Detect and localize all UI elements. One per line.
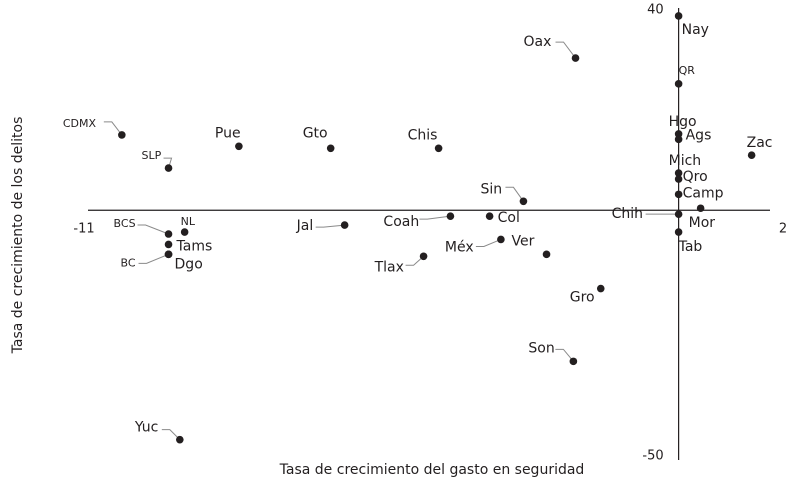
- point: [164, 240, 173, 249]
- point: [180, 228, 189, 236]
- point: [164, 164, 173, 172]
- y-axis-title: Tasa de crecimiento de los delitos: [10, 117, 26, 355]
- leader-line: [505, 186, 524, 202]
- leader-line: [315, 224, 345, 228]
- point-label: QR: [679, 64, 696, 77]
- leader-line: [475, 238, 502, 247]
- point-label: BCS: [114, 217, 136, 230]
- leader-line: [138, 253, 169, 264]
- point-label: Mich: [669, 153, 702, 169]
- point: [485, 212, 494, 220]
- point: [674, 190, 683, 199]
- point-label: Mor: [689, 215, 716, 231]
- point: [674, 130, 683, 138]
- point: [571, 54, 580, 62]
- y-tick-label: -50: [642, 449, 663, 464]
- point: [164, 230, 173, 238]
- point: [569, 357, 578, 366]
- point-label: Oax: [524, 34, 552, 50]
- leader-line: [103, 121, 123, 136]
- point: [419, 252, 428, 261]
- point: [674, 80, 683, 88]
- leader-line: [555, 348, 574, 362]
- point-label: Chis: [408, 127, 438, 143]
- point-label: Tams: [176, 238, 213, 254]
- point-label: Hgo: [669, 114, 697, 130]
- point: [497, 235, 505, 244]
- point-label: Tab: [678, 239, 703, 255]
- point: [674, 169, 683, 177]
- point: [674, 228, 683, 236]
- leader-line: [419, 215, 451, 220]
- x-tick-label: -11: [73, 222, 94, 237]
- x-tick-label: 2: [779, 222, 787, 237]
- point: [176, 435, 184, 444]
- point-label: Qro: [683, 169, 708, 185]
- point-label: Chih: [612, 206, 643, 222]
- leader-line: [161, 429, 181, 441]
- leader-line: [137, 224, 169, 235]
- point: [596, 284, 605, 293]
- point: [674, 210, 683, 218]
- point-label: Gto: [303, 125, 328, 141]
- point-label: Gro: [570, 290, 595, 306]
- point-label: Coah: [383, 214, 419, 230]
- point: [696, 204, 705, 213]
- point: [164, 250, 173, 259]
- point-label: NL: [181, 215, 196, 228]
- point-label: Ags: [686, 127, 712, 143]
- point-label: Jal: [296, 218, 314, 234]
- point-label: Méx: [445, 239, 474, 255]
- point: [674, 12, 683, 20]
- point: [340, 221, 349, 229]
- point-label: CDMX: [63, 117, 97, 130]
- point-label: Ver: [512, 233, 535, 249]
- point-label: Tlax: [374, 259, 404, 275]
- point-label: Col: [498, 210, 520, 226]
- point-label: Dgo: [175, 256, 203, 272]
- point: [519, 197, 528, 206]
- leader-line: [405, 255, 424, 266]
- point-label: Camp: [683, 185, 724, 201]
- point-label: Yuc: [134, 420, 159, 436]
- point-label: Zac: [747, 135, 773, 151]
- point-label: SLP: [142, 149, 162, 162]
- point: [326, 144, 335, 153]
- point: [446, 212, 455, 220]
- y-tick-label: 40: [647, 3, 664, 18]
- point-label: BC: [121, 256, 136, 269]
- point-label: Nay: [682, 22, 709, 38]
- point: [674, 175, 683, 183]
- x-axis-title: Tasa de crecimiento del gasto en segurid…: [279, 462, 585, 478]
- point-label: Son: [528, 340, 554, 356]
- point: [674, 135, 683, 144]
- leader-line: [555, 41, 576, 59]
- point: [434, 144, 443, 153]
- point: [747, 151, 756, 160]
- point: [118, 131, 126, 139]
- point: [235, 142, 243, 151]
- point-label: Sin: [480, 181, 502, 197]
- point: [542, 250, 551, 259]
- point-label: Pue: [215, 125, 241, 141]
